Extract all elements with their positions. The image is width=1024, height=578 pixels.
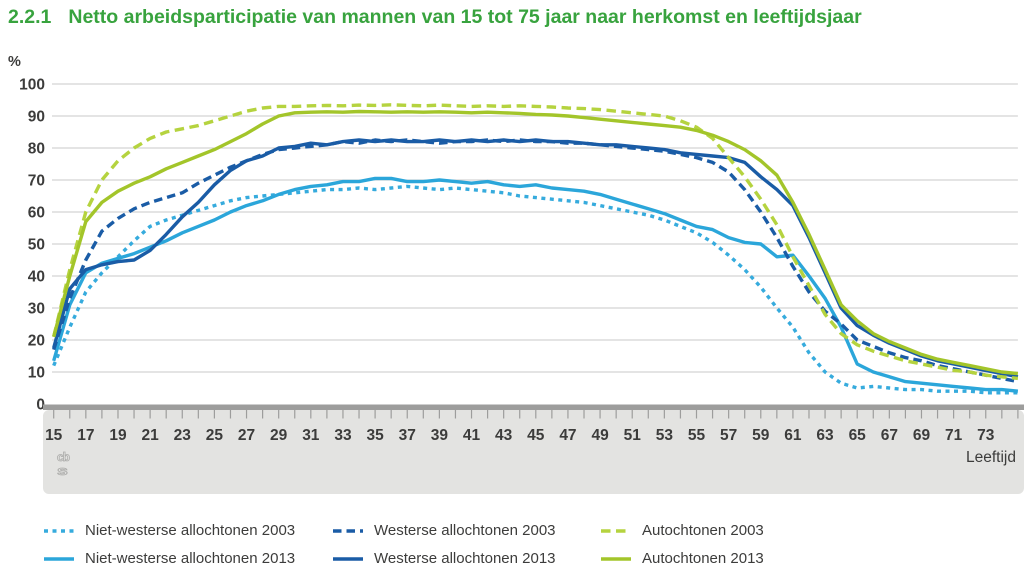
- y-tick-label: 100: [19, 77, 45, 94]
- y-tick-label: 20: [28, 333, 45, 350]
- x-tick-label: 45: [527, 427, 545, 444]
- x-tick-label: 21: [141, 427, 159, 444]
- legend-swatch-icon: [601, 528, 631, 533]
- y-tick-label: 30: [28, 301, 45, 318]
- x-tick-label: 15: [45, 427, 63, 444]
- legend-label: Westerse allochtonen 2003: [374, 522, 556, 539]
- cbs-logo: cb s: [57, 450, 72, 479]
- series-line-niet-westerse-allochtonen-2003: [52, 184, 1018, 395]
- legend-swatch-icon: [44, 556, 74, 561]
- y-tick-label: 10: [28, 365, 45, 382]
- legend-label: Autochtonen 2013: [642, 550, 764, 567]
- figure-title: 2.2.1 Netto arbeidsparticipatie van manne…: [8, 6, 862, 29]
- x-tick-label: 31: [302, 427, 320, 444]
- legend-swatch-icon: [601, 556, 631, 561]
- x-tick-label: 67: [881, 427, 898, 444]
- x-tick-label: 49: [591, 427, 609, 444]
- x-tick-label: 43: [495, 427, 513, 444]
- x-tick-label: 41: [463, 427, 481, 444]
- legend-label: Autochtonen 2003: [642, 522, 764, 539]
- series-line-westerse-allochtonen-2003: [52, 138, 1019, 384]
- chart-canvas: 0 10 20 30 40 50 60 70 80 90 100 15 17 19 21 23 25 27 29 31…: [8, 54, 1024, 494]
- y-tick-label: 40: [28, 269, 45, 286]
- series-line-autochtonen-2003: [52, 103, 1019, 381]
- chart-series-lines: [52, 103, 1019, 395]
- x-tick-label: 29: [270, 427, 288, 444]
- y-tick-label: 80: [28, 141, 45, 158]
- series-line-niet-westerse-allochtonen-2013: [52, 176, 1019, 393]
- x-axis-title: Leeftijd: [966, 449, 1016, 466]
- x-tick-label: 61: [784, 427, 802, 444]
- legend-item: Autochtonen 2003: [600, 522, 764, 539]
- x-tick-label: 27: [238, 427, 255, 444]
- x-tick-label: 59: [752, 427, 770, 444]
- x-tick-label: 63: [816, 427, 834, 444]
- figure-number: 2.2.1: [8, 6, 52, 28]
- legend-item: Niet-westerse allochtonen 2013: [43, 550, 295, 567]
- x-tick-label: 25: [206, 427, 224, 444]
- x-tick-label: 37: [399, 427, 416, 444]
- x-tick-label: 17: [77, 427, 94, 444]
- y-tick-label: 60: [28, 205, 45, 222]
- x-tick-label: 65: [849, 427, 867, 444]
- y-tick-label: 0: [36, 397, 45, 414]
- y-axis-unit-label: %: [8, 54, 21, 70]
- x-tick-label: 35: [366, 427, 384, 444]
- x-tick-label: 47: [559, 427, 576, 444]
- y-tick-label: 90: [28, 109, 45, 126]
- svg-text:cb: cb: [57, 450, 70, 464]
- chart-background: 0 10 20 30 40 50 60 70 80 90 100 15 17 19 21 23 25 27 29 31…: [19, 77, 1024, 494]
- x-tick-label: 57: [720, 427, 737, 444]
- y-tick-label: 50: [28, 237, 45, 254]
- legend-swatch-icon: [333, 556, 363, 561]
- legend-swatch-icon: [44, 528, 74, 533]
- x-tick-label: 39: [431, 427, 449, 444]
- legend-item: Autochtonen 2013: [600, 550, 764, 567]
- series-line-westerse-allochtonen-2013: [52, 138, 1019, 379]
- x-tick-label: 55: [688, 427, 706, 444]
- x-tick-label: 71: [945, 427, 963, 444]
- x-axis-bar: [43, 404, 1024, 410]
- legend-item: Niet-westerse allochtonen 2003: [43, 522, 295, 539]
- x-tick-label: 73: [977, 427, 995, 444]
- legend-item: Westerse allochtonen 2003: [332, 522, 556, 539]
- legend-label: Niet-westerse allochtonen 2013: [85, 550, 296, 567]
- x-tick-label: 19: [109, 427, 127, 444]
- x-tick-label: 51: [624, 427, 642, 444]
- x-axis-band: [43, 410, 1024, 494]
- x-tick-label: 69: [913, 427, 931, 444]
- x-tick-label: 23: [174, 427, 192, 444]
- x-tick-label: 53: [656, 427, 674, 444]
- figure-title-text: Netto arbeidsparticipatie van mannen van…: [68, 6, 862, 28]
- legend-swatch-icon: [333, 528, 363, 533]
- x-tick-label: 33: [334, 427, 352, 444]
- legend-item: Westerse allochtonen 2013: [332, 550, 556, 567]
- legend-label: Westerse allochtonen 2013: [374, 550, 556, 567]
- series-line-autochtonen-2013: [52, 109, 1019, 376]
- y-tick-label: 70: [28, 173, 45, 190]
- legend-label: Niet-westerse allochtonen 2003: [85, 522, 296, 539]
- svg-text:s: s: [57, 463, 68, 478]
